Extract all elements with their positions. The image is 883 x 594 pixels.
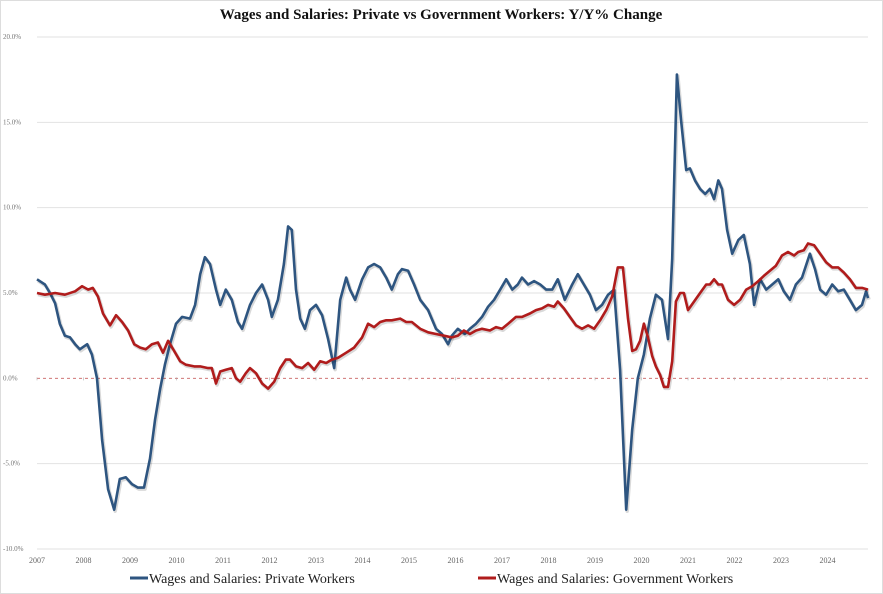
chart-title: Wages and Salaries: Private vs Governmen… <box>220 7 663 23</box>
y-tick-label: -5.0% <box>3 460 20 468</box>
x-tick-label: 2007 <box>29 556 45 565</box>
y-tick-label: 15.0% <box>3 118 21 126</box>
x-tick-label: 2019 <box>587 556 603 565</box>
series-line-government <box>36 242 869 390</box>
x-tick-label: 2023 <box>773 556 789 565</box>
y-tick-label: 20.0% <box>3 33 21 41</box>
x-tick-label: 2008 <box>76 556 92 565</box>
legend-label-government: Wages and Salaries: Government Workers <box>497 572 733 587</box>
x-tick-label: 2018 <box>541 556 557 565</box>
x-tick-label: 2011 <box>215 556 231 565</box>
y-tick-label: 0.0% <box>3 374 18 382</box>
legend: Wages and Salaries: Private Workers Wage… <box>130 572 733 587</box>
x-tick-label: 2009 <box>122 556 138 565</box>
x-tick-label: 2020 <box>634 556 650 565</box>
legend-label-private: Wages and Salaries: Private Workers <box>149 572 355 587</box>
y-tick-label: 5.0% <box>3 289 18 297</box>
x-tick-label: 2015 <box>401 556 417 565</box>
series-shadow <box>37 243 870 392</box>
x-tick-label: 2021 <box>680 556 696 565</box>
y-tick-label: -10.0% <box>3 545 24 553</box>
x-tick-label: 2016 <box>448 556 464 565</box>
x-tick-label: 2017 <box>494 556 510 565</box>
series-line-private <box>36 73 870 511</box>
x-tick-label: 2013 <box>308 556 324 565</box>
x-tick-label: 2014 <box>355 556 371 565</box>
x-tick-label: 2022 <box>727 556 743 565</box>
x-tick-label: 2010 <box>169 556 185 565</box>
x-tick-label: 2024 <box>820 556 836 565</box>
x-tick-label: 2012 <box>262 556 278 565</box>
y-tick-label: 10.0% <box>3 204 21 212</box>
